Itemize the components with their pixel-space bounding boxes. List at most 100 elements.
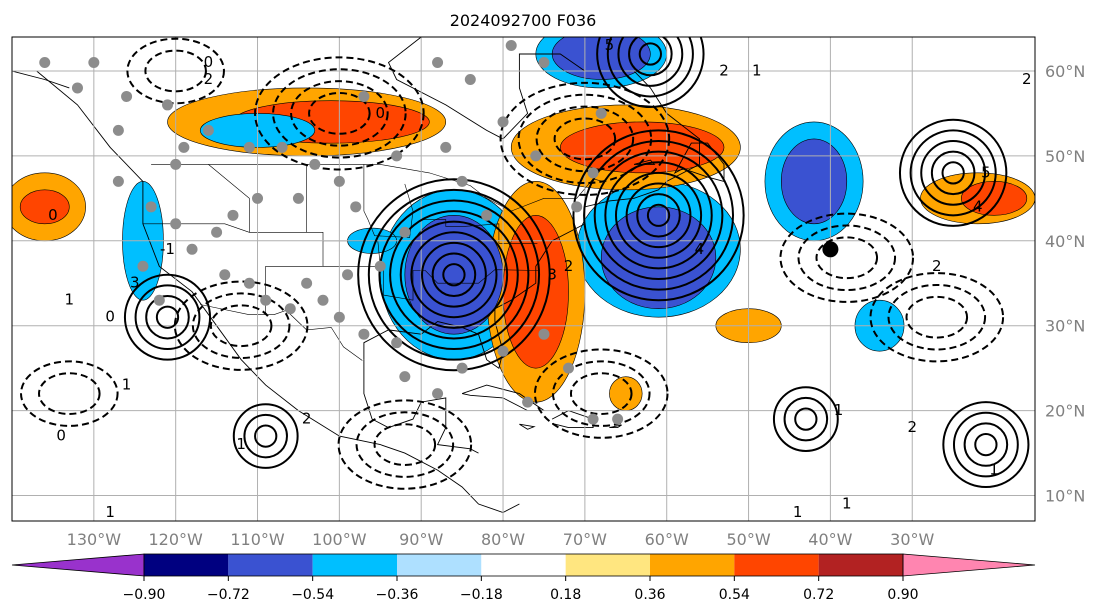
dashed-contour (191, 292, 291, 359)
contour-label: 1 (989, 461, 999, 479)
lon-tick-label: 80°W (481, 530, 525, 549)
anomaly-patch (502, 215, 569, 369)
solid-contour (606, 37, 694, 98)
dashed-contour (869, 272, 1005, 363)
contour-label: 5 (605, 36, 615, 54)
solid-contour (357, 178, 551, 372)
significance-dots (39, 39, 624, 425)
solid-contour (783, 396, 829, 442)
coastline (363, 37, 700, 369)
solid-contour (593, 150, 724, 281)
colorbar-frame (143, 553, 904, 577)
dashed-contour (209, 304, 273, 348)
solid-contour (941, 161, 965, 185)
dashed-contour (337, 399, 473, 490)
significance-dot (211, 226, 223, 238)
contour-label: 2 (719, 61, 729, 79)
colorbar-tick-label: 0.54 (719, 587, 750, 603)
map-frame (11, 36, 1036, 522)
solid-contour (134, 284, 201, 351)
solid-contour (431, 252, 477, 297)
significance-dot (145, 201, 157, 213)
significance-dot (522, 396, 534, 408)
contour-label: 1 (65, 291, 75, 309)
solid-contour (442, 263, 466, 287)
dashed-contour (797, 224, 897, 292)
contour-label: 1 (752, 61, 762, 79)
significance-dot (464, 73, 476, 85)
significance-dot (432, 388, 444, 400)
solid-contour (399, 220, 509, 329)
solid-contour (638, 42, 662, 66)
coastline (519, 423, 536, 430)
significance-dot (432, 56, 444, 68)
border-line (383, 269, 540, 301)
significance-dot (350, 201, 362, 213)
significance-dot (481, 209, 493, 221)
anomaly-patch (551, 37, 651, 80)
dashed-contour (254, 56, 425, 171)
significance-dot (71, 82, 83, 94)
dashed-contour (569, 372, 633, 416)
contour-label: 2 (204, 70, 214, 88)
colorbar-tick-label: −0.36 (376, 587, 419, 603)
dashed-contour (535, 105, 635, 173)
contour-label: 4 (695, 240, 705, 258)
colorbar-tick-label: −0.18 (460, 587, 503, 603)
contour-label: 3 (130, 274, 140, 292)
colorbar-segment (228, 554, 313, 576)
solid-contour (583, 140, 735, 291)
dashed-contour (779, 212, 915, 303)
significance-dot (178, 141, 190, 153)
solid-contour (636, 193, 681, 238)
significance-dot (587, 167, 599, 179)
solid-contour (628, 37, 673, 77)
colorbar-segment (481, 554, 566, 576)
significance-dot (121, 90, 133, 102)
solid-contour (898, 118, 1008, 227)
significance-dot (153, 294, 165, 306)
significance-dot (292, 192, 304, 204)
colorbar-tick-label: 0.18 (550, 587, 581, 603)
significance-dot (587, 413, 599, 425)
colorbar-tick-label: 0.90 (887, 587, 918, 603)
dashed-contour (20, 360, 119, 427)
solid-contour (389, 210, 519, 340)
significance-dot (333, 175, 345, 187)
colorbar-tick-label: 0.36 (634, 587, 665, 603)
colorbar-segment (312, 554, 397, 576)
contour-label: 2 (302, 410, 312, 428)
dashed-contour (887, 283, 987, 351)
significance-dot (399, 226, 411, 238)
contour-label: 3 (547, 265, 557, 283)
significance-dot (317, 294, 329, 306)
solid-contour (974, 432, 998, 457)
significance-dot (440, 141, 452, 153)
significance-dot (505, 39, 517, 51)
significance-dot (243, 141, 255, 153)
solid-contour (617, 37, 684, 87)
dashed-contour (355, 411, 455, 478)
lon-tick-label: 100°W (312, 530, 367, 549)
contour-label: 1 (834, 401, 844, 419)
solid-contour (646, 203, 671, 227)
significance-dot (530, 150, 542, 162)
colorbar-tick-label: −0.54 (291, 587, 334, 603)
significance-dot (252, 192, 264, 204)
dashed-contour (272, 68, 407, 159)
significance-dot (538, 56, 550, 68)
contour-label: 1 (236, 435, 246, 453)
contour-label: 0 (105, 308, 115, 326)
solid-contour (421, 241, 487, 308)
dashed-contour (551, 360, 651, 427)
dashed-contour (517, 93, 653, 185)
significance-dot (88, 56, 100, 68)
significance-dot (243, 277, 255, 289)
colorbar-segment (397, 554, 482, 576)
dashed-contour (499, 81, 671, 196)
significance-dot (112, 175, 124, 187)
colorbar-arrow-high (902, 553, 1036, 577)
lat-tick-label: 10°N (1045, 487, 1085, 506)
contour-label: 1 (105, 503, 115, 521)
significance-dot (342, 269, 354, 281)
